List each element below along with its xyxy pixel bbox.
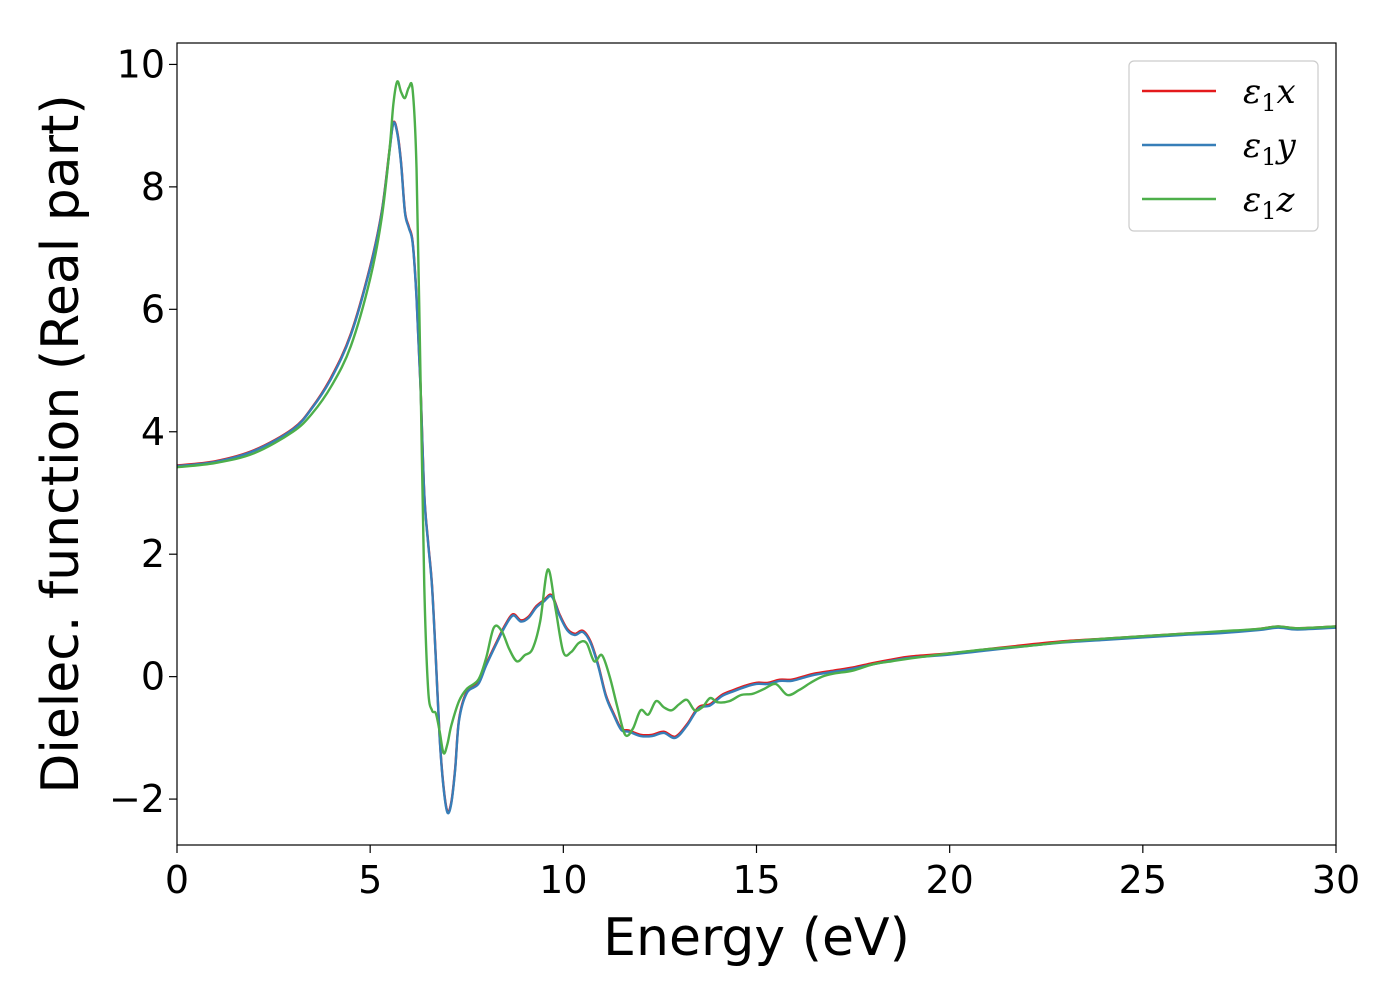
y-axis-ticks: −2 0 2 4 6 8 10: [109, 42, 177, 821]
x-tick-label: 15: [732, 858, 780, 902]
x-tick-label: 0: [165, 858, 189, 902]
y-tick-label: 4: [141, 410, 165, 454]
legend-symbol: ε: [1243, 72, 1261, 112]
legend-subscript: 1: [1261, 89, 1276, 117]
legend-suffix: x: [1277, 72, 1296, 112]
y-tick-label: 6: [141, 287, 165, 331]
legend-subscript: 1: [1261, 143, 1276, 171]
y-axis-label: Dielec. function (Real part): [31, 94, 91, 793]
y-tick-label: 10: [117, 42, 165, 86]
legend-subscript: 1: [1261, 197, 1276, 225]
legend-entry-y: ε1y: [1243, 126, 1297, 171]
y-tick-label: 0: [141, 655, 165, 699]
x-tick-label: 30: [1312, 858, 1360, 902]
x-tick-label: 20: [925, 858, 973, 902]
y-tick-label: 8: [141, 165, 165, 209]
x-axis-ticks: 0 5 10 15 20 25 30: [165, 845, 1360, 902]
legend-suffix: y: [1275, 126, 1297, 166]
legend-entry-x: ε1x: [1243, 72, 1296, 117]
x-tick-label: 25: [1119, 858, 1167, 902]
series-line-z: [176, 80, 1337, 755]
x-tick-label: 5: [358, 858, 382, 902]
series-layer: [176, 80, 1337, 815]
x-axis-label: Energy (eV): [603, 908, 910, 968]
legend-symbol: ε: [1243, 126, 1261, 166]
y-tick-label: −2: [109, 777, 165, 821]
x-tick-label: 10: [539, 858, 587, 902]
legend-frame: [1128, 60, 1319, 232]
legend-entry-z: ε1z: [1243, 180, 1296, 225]
legend-symbol: ε: [1243, 180, 1261, 220]
y-tick-label: 2: [141, 532, 165, 576]
legend-suffix: z: [1276, 180, 1296, 220]
